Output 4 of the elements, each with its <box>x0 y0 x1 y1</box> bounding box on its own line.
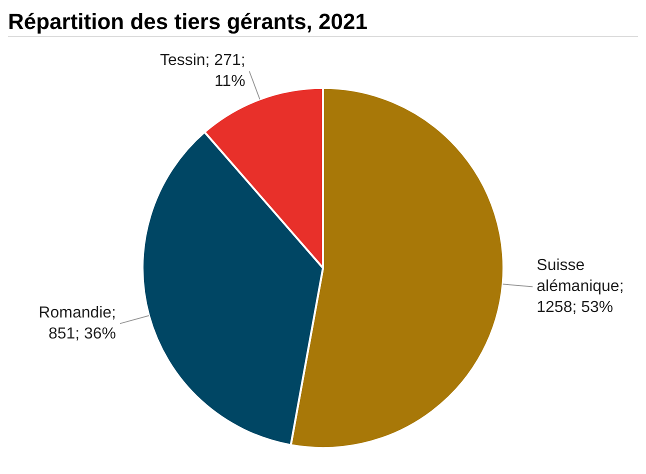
slice-label: Romandie; 851; 36% <box>38 304 116 342</box>
chart-title: Répartition des tiers gérants, 2021 <box>8 8 368 36</box>
slice-label: Tessin; 271; 11% <box>160 52 246 90</box>
slice-label: Suisse alémanique; 1258; 53% <box>536 257 624 316</box>
